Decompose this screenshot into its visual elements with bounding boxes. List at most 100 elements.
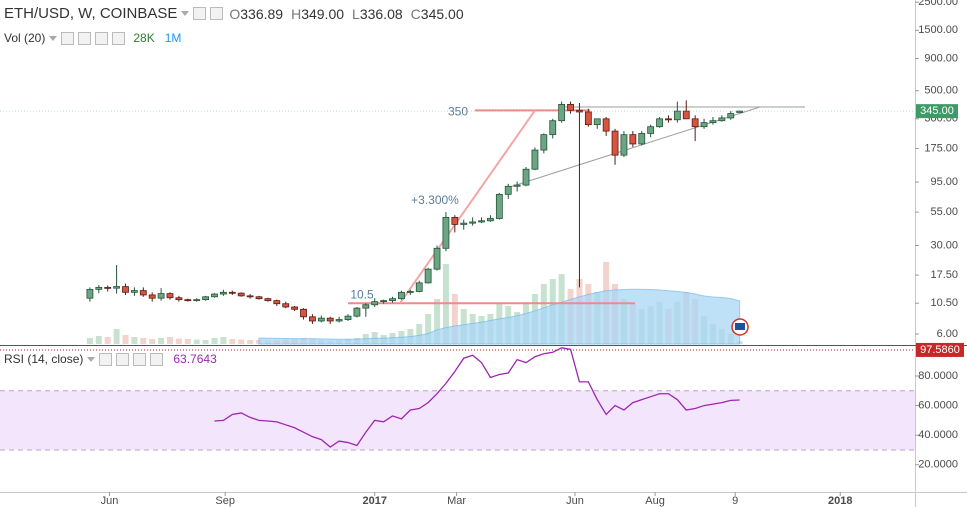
y-tick-label: 500.00 <box>924 85 958 97</box>
drawing-line <box>509 106 761 188</box>
candle-body <box>433 247 441 270</box>
volume-bar <box>131 337 138 344</box>
candle-body <box>656 118 663 128</box>
candle-body <box>255 296 263 300</box>
candle-body <box>709 120 717 124</box>
volume-bar <box>416 324 423 344</box>
candle-body <box>478 220 485 223</box>
candle-body <box>193 299 201 302</box>
candle-body <box>522 168 530 186</box>
x-tick-label: Aug <box>645 495 665 507</box>
y-tick-label: 95.00 <box>930 176 958 188</box>
close-icon[interactable] <box>112 31 126 45</box>
candle-body <box>113 286 121 289</box>
rsi-line <box>214 347 740 448</box>
y-tick-label: 60.0000 <box>918 399 958 411</box>
marker-tag <box>916 342 964 357</box>
candle-body <box>620 134 628 156</box>
rsi-band <box>0 390 915 450</box>
candle-body <box>309 316 316 322</box>
level-label: 350 <box>448 105 468 119</box>
y-tick-label: 175.00 <box>924 142 958 154</box>
candle-body <box>104 286 112 289</box>
settings-icon[interactable] <box>116 352 130 366</box>
symbol-title: ETH/USD, W, COINBASE <box>4 5 178 22</box>
candle-body <box>282 303 290 308</box>
volume-bar <box>113 329 120 344</box>
y-tick-label: 10.50 <box>930 297 958 309</box>
eye-icon[interactable] <box>193 7 207 20</box>
candle-body <box>469 221 477 224</box>
candle-body <box>451 216 459 225</box>
candle-body <box>246 295 254 298</box>
ohlc-item: O336.89 <box>229 6 283 22</box>
candle-body <box>602 118 610 132</box>
ohlc-label: H <box>291 5 302 22</box>
close-icon[interactable] <box>150 352 164 366</box>
candle-body <box>122 286 129 293</box>
y-tick-label: 40.0000 <box>918 429 958 441</box>
dropdown[interactable] <box>87 356 96 362</box>
dropdown[interactable] <box>181 11 190 16</box>
events-icon-flag <box>735 323 745 330</box>
volume-bar <box>211 338 218 344</box>
volume-bar <box>247 340 254 344</box>
volume-bar <box>425 314 432 344</box>
x-tick-label: 9 <box>732 495 738 507</box>
candle-body <box>567 103 574 111</box>
candle-body <box>406 291 414 293</box>
price-tag <box>916 104 958 119</box>
ohlc-item: L336.08 <box>352 6 403 22</box>
candle-body <box>380 300 388 303</box>
rsi-value: 63.7643 <box>173 352 217 366</box>
volume-title: Vol (20) <box>4 31 46 45</box>
add-icon[interactable] <box>95 31 109 45</box>
volume-bar <box>434 299 441 344</box>
candle-body <box>727 113 735 119</box>
x-tick-label: 2018 <box>828 495 852 507</box>
volume-ma-value: 1M <box>164 31 182 45</box>
x-tick-label: 2017 <box>362 495 386 507</box>
candle-body <box>647 126 655 134</box>
candle-body <box>442 216 450 249</box>
change-line <box>399 109 536 304</box>
dropdown[interactable] <box>49 35 58 41</box>
ohlc-label: L <box>352 5 360 22</box>
candle-body <box>629 134 637 145</box>
candle-body <box>86 288 94 299</box>
volume-bar <box>451 294 458 344</box>
candle-body <box>638 133 646 145</box>
eye-icon[interactable] <box>61 31 75 45</box>
candle-body <box>371 301 379 306</box>
candle-body <box>540 134 548 151</box>
candle-body <box>495 193 503 219</box>
candle-body <box>335 319 343 322</box>
add-icon[interactable] <box>133 352 147 366</box>
candle-body <box>202 296 210 301</box>
candle-body <box>460 222 468 225</box>
candle-body <box>175 297 183 301</box>
y-tick-label: 20.0000 <box>918 459 958 471</box>
volume-bar <box>158 338 165 344</box>
candle-body <box>593 118 601 126</box>
volume-bar <box>202 340 209 344</box>
candle-body <box>353 307 361 317</box>
ohlc-value: 336.08 <box>359 5 403 22</box>
settings-icon[interactable] <box>210 7 224 20</box>
eye-icon[interactable] <box>99 352 113 366</box>
candle-body <box>291 306 299 310</box>
candle-body <box>424 268 432 284</box>
settings-icon[interactable] <box>78 31 92 45</box>
y-tick-label: 30.00 <box>930 239 958 251</box>
y-tick-label: 17.50 <box>930 269 958 281</box>
x-tick-label: Jun <box>101 495 119 507</box>
candle-body <box>549 120 557 136</box>
candle-body <box>513 184 521 187</box>
volume-bar <box>238 339 245 344</box>
candle-body <box>211 293 218 298</box>
ohlc-label: O <box>229 5 241 22</box>
candle-body <box>611 130 619 156</box>
marker-tag-label: 97.5860 <box>920 344 960 356</box>
ohlc-values: O336.89 H349.00 L336.08 C345.00 <box>229 6 463 22</box>
